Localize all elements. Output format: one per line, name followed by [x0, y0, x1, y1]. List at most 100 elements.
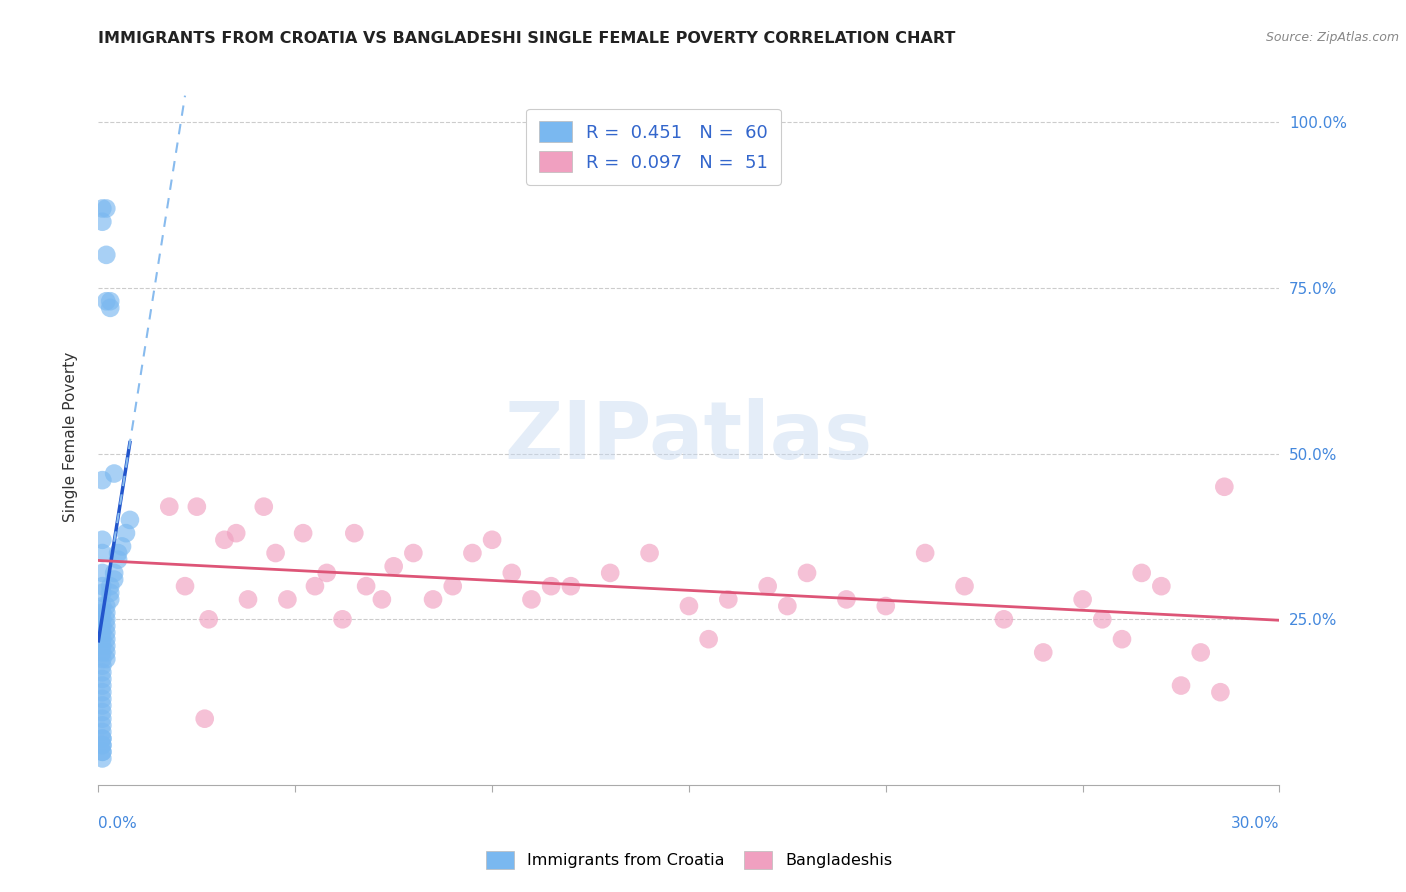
- Point: [91, 745, 114, 759]
- Y-axis label: Single Female Poverty: Single Female Poverty: [63, 352, 77, 522]
- Point: [835, 592, 858, 607]
- Point: [96, 645, 118, 659]
- Point: [1091, 612, 1114, 626]
- Point: [91, 658, 114, 673]
- Point: [756, 579, 779, 593]
- Point: [354, 579, 377, 593]
- Point: [91, 672, 114, 686]
- Point: [91, 546, 114, 560]
- Point: [214, 533, 236, 547]
- Point: [91, 625, 114, 640]
- Point: [560, 579, 582, 593]
- Legend: R =  0.451   N =  60, R =  0.097   N =  51: R = 0.451 N = 60, R = 0.097 N = 51: [526, 109, 780, 185]
- Point: [91, 606, 114, 620]
- Point: [91, 712, 114, 726]
- Point: [1032, 645, 1054, 659]
- Point: [1111, 632, 1133, 647]
- Point: [91, 202, 114, 216]
- Point: [98, 579, 121, 593]
- Point: [501, 566, 523, 580]
- Point: [697, 632, 720, 647]
- Point: [98, 586, 121, 600]
- Point: [91, 533, 114, 547]
- Point: [91, 566, 114, 580]
- Point: [111, 540, 134, 554]
- Point: [91, 745, 114, 759]
- Point: [103, 467, 125, 481]
- Point: [540, 579, 562, 593]
- Point: [115, 526, 138, 541]
- Point: [96, 294, 118, 309]
- Point: [96, 606, 118, 620]
- Legend: Immigrants from Croatia, Bangladeshis: Immigrants from Croatia, Bangladeshis: [479, 845, 898, 875]
- Point: [91, 679, 114, 693]
- Point: [292, 526, 315, 541]
- Point: [1150, 579, 1173, 593]
- Text: 30.0%: 30.0%: [1232, 816, 1279, 831]
- Point: [96, 639, 118, 653]
- Point: [91, 612, 114, 626]
- Point: [678, 599, 700, 613]
- Point: [371, 592, 394, 607]
- Point: [796, 566, 818, 580]
- Point: [264, 546, 287, 560]
- Point: [253, 500, 276, 514]
- Point: [91, 685, 114, 699]
- Point: [96, 632, 118, 647]
- Point: [914, 546, 936, 560]
- Point: [91, 619, 114, 633]
- Point: [96, 619, 118, 633]
- Text: IMMIGRANTS FROM CROATIA VS BANGLADESHI SINGLE FEMALE POVERTY CORRELATION CHART: IMMIGRANTS FROM CROATIA VS BANGLADESHI S…: [98, 31, 956, 46]
- Point: [91, 751, 114, 765]
- Point: [98, 301, 121, 315]
- Point: [174, 579, 197, 593]
- Point: [422, 592, 444, 607]
- Point: [875, 599, 897, 613]
- Point: [118, 513, 141, 527]
- Text: 0.0%: 0.0%: [98, 816, 138, 831]
- Point: [197, 612, 219, 626]
- Point: [91, 725, 114, 739]
- Point: [107, 546, 129, 560]
- Point: [91, 718, 114, 732]
- Point: [225, 526, 247, 541]
- Point: [91, 586, 114, 600]
- Point: [91, 645, 114, 659]
- Point: [481, 533, 503, 547]
- Point: [993, 612, 1015, 626]
- Point: [520, 592, 543, 607]
- Point: [96, 599, 118, 613]
- Point: [91, 665, 114, 680]
- Point: [91, 215, 114, 229]
- Point: [1071, 592, 1094, 607]
- Point: [91, 738, 114, 752]
- Point: [91, 473, 114, 487]
- Point: [343, 526, 366, 541]
- Text: Source: ZipAtlas.com: Source: ZipAtlas.com: [1265, 31, 1399, 45]
- Point: [103, 573, 125, 587]
- Point: [157, 500, 180, 514]
- Point: [96, 625, 118, 640]
- Point: [236, 592, 259, 607]
- Point: [953, 579, 976, 593]
- Point: [186, 500, 208, 514]
- Point: [107, 552, 129, 566]
- Point: [717, 592, 740, 607]
- Text: ZIPatlas: ZIPatlas: [505, 398, 873, 476]
- Point: [382, 559, 405, 574]
- Point: [91, 731, 114, 746]
- Point: [1213, 480, 1236, 494]
- Point: [441, 579, 464, 593]
- Point: [91, 599, 114, 613]
- Point: [91, 632, 114, 647]
- Point: [461, 546, 484, 560]
- Point: [96, 248, 118, 262]
- Point: [98, 592, 121, 607]
- Point: [91, 738, 114, 752]
- Point: [91, 731, 114, 746]
- Point: [1130, 566, 1153, 580]
- Point: [91, 691, 114, 706]
- Point: [91, 639, 114, 653]
- Point: [1209, 685, 1232, 699]
- Point: [1170, 679, 1192, 693]
